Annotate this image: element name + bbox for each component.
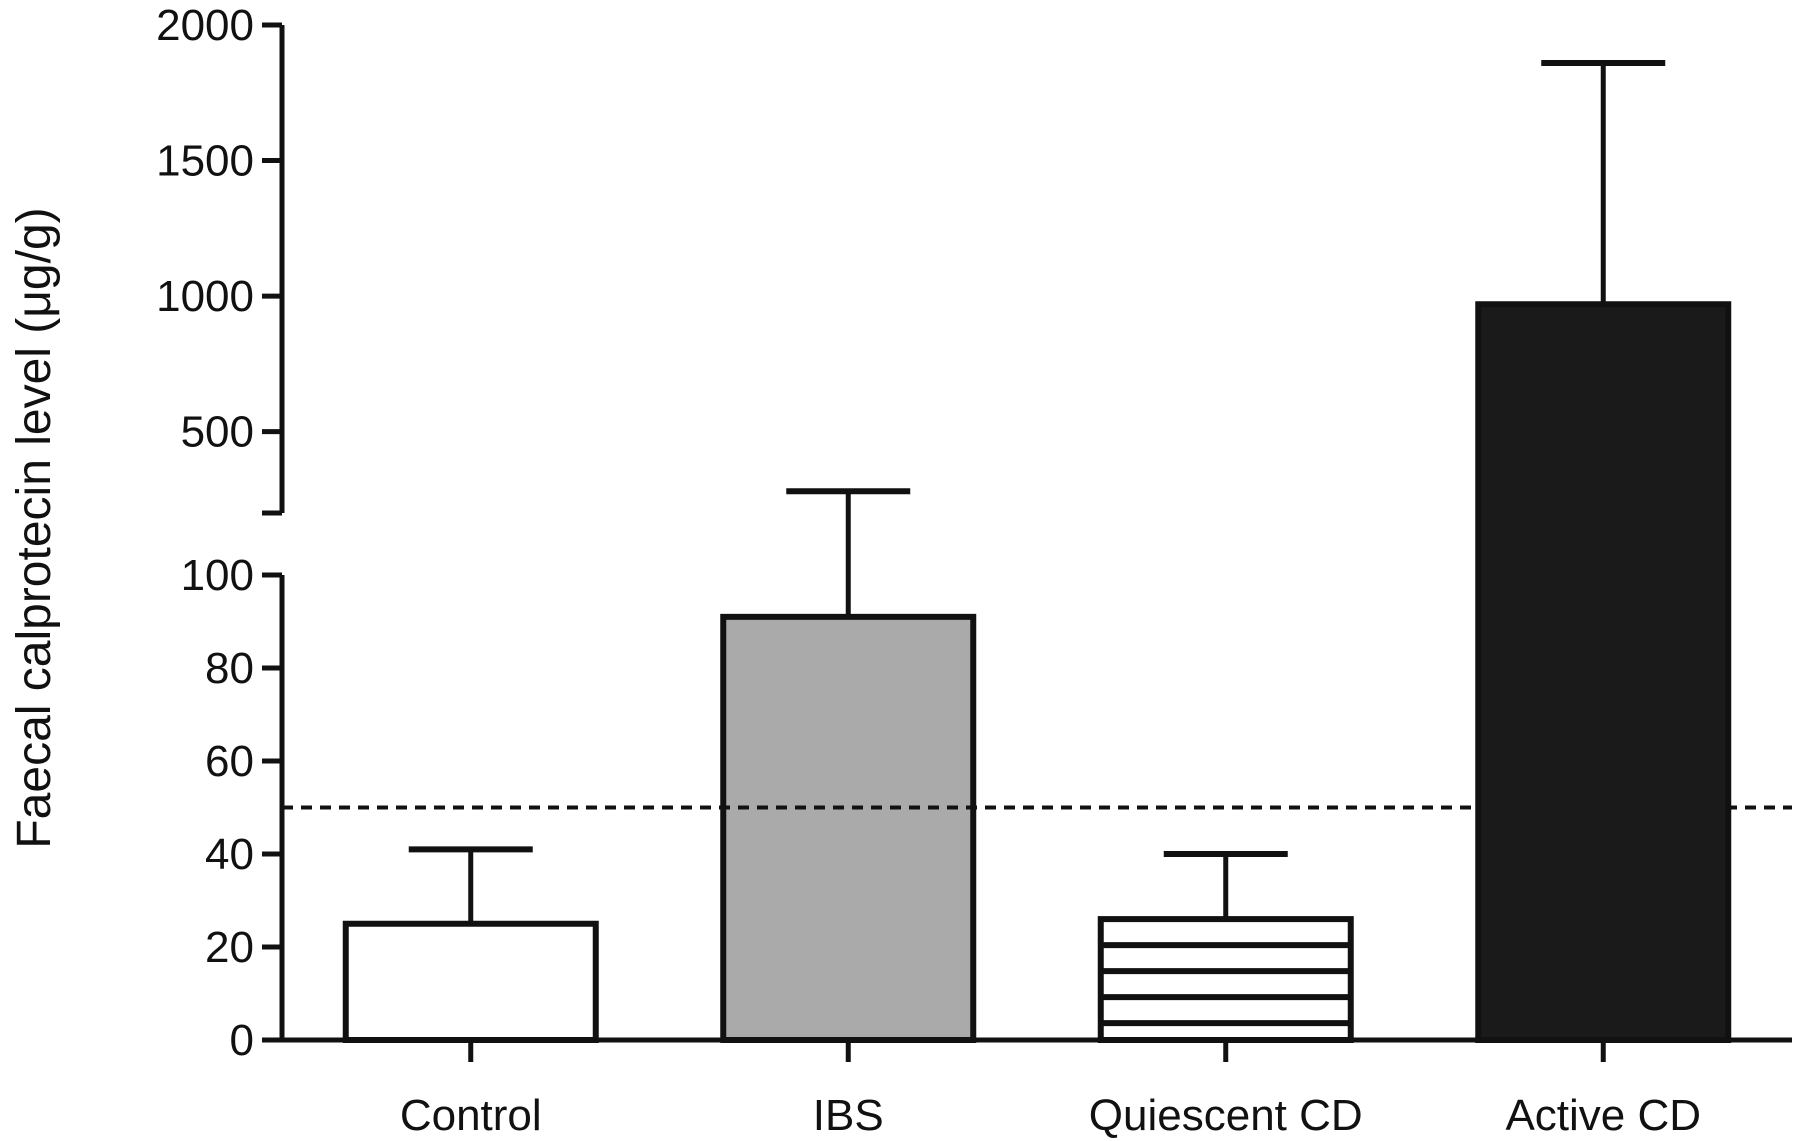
bar-control	[342, 920, 599, 1043]
x-category-label: IBS	[813, 1091, 884, 1140]
y-tick-label: 1000	[156, 272, 254, 321]
bar-ibs	[720, 613, 977, 1043]
x-category-label: Control	[400, 1091, 542, 1140]
y-tick-label: 20	[205, 923, 254, 972]
y-tick-label: 500	[181, 408, 254, 457]
y-tick-label: 100	[181, 551, 254, 600]
y-tick-label: 80	[205, 644, 254, 693]
y-tick-label: 2000	[156, 1, 254, 50]
bar-quiescent-cd	[1097, 916, 1354, 1043]
x-category-label: Quiescent CD	[1089, 1091, 1363, 1140]
y-tick-label: 60	[205, 737, 254, 786]
x-category-label: Active CD	[1505, 1091, 1701, 1140]
y-tick-label: 1500	[156, 137, 254, 186]
y-tick-label: 0	[230, 1016, 254, 1065]
bar-active-cd	[1475, 301, 1732, 1043]
y-axis-title: Faecal calprotecin level (μg/g)	[8, 207, 61, 848]
labels-layer: Faecal calprotecin level (μg/g) 0 20 40 60 8…	[8, 1, 1701, 1140]
y-tick-label: 40	[205, 830, 254, 879]
bars-layer	[282, 59, 1792, 1043]
